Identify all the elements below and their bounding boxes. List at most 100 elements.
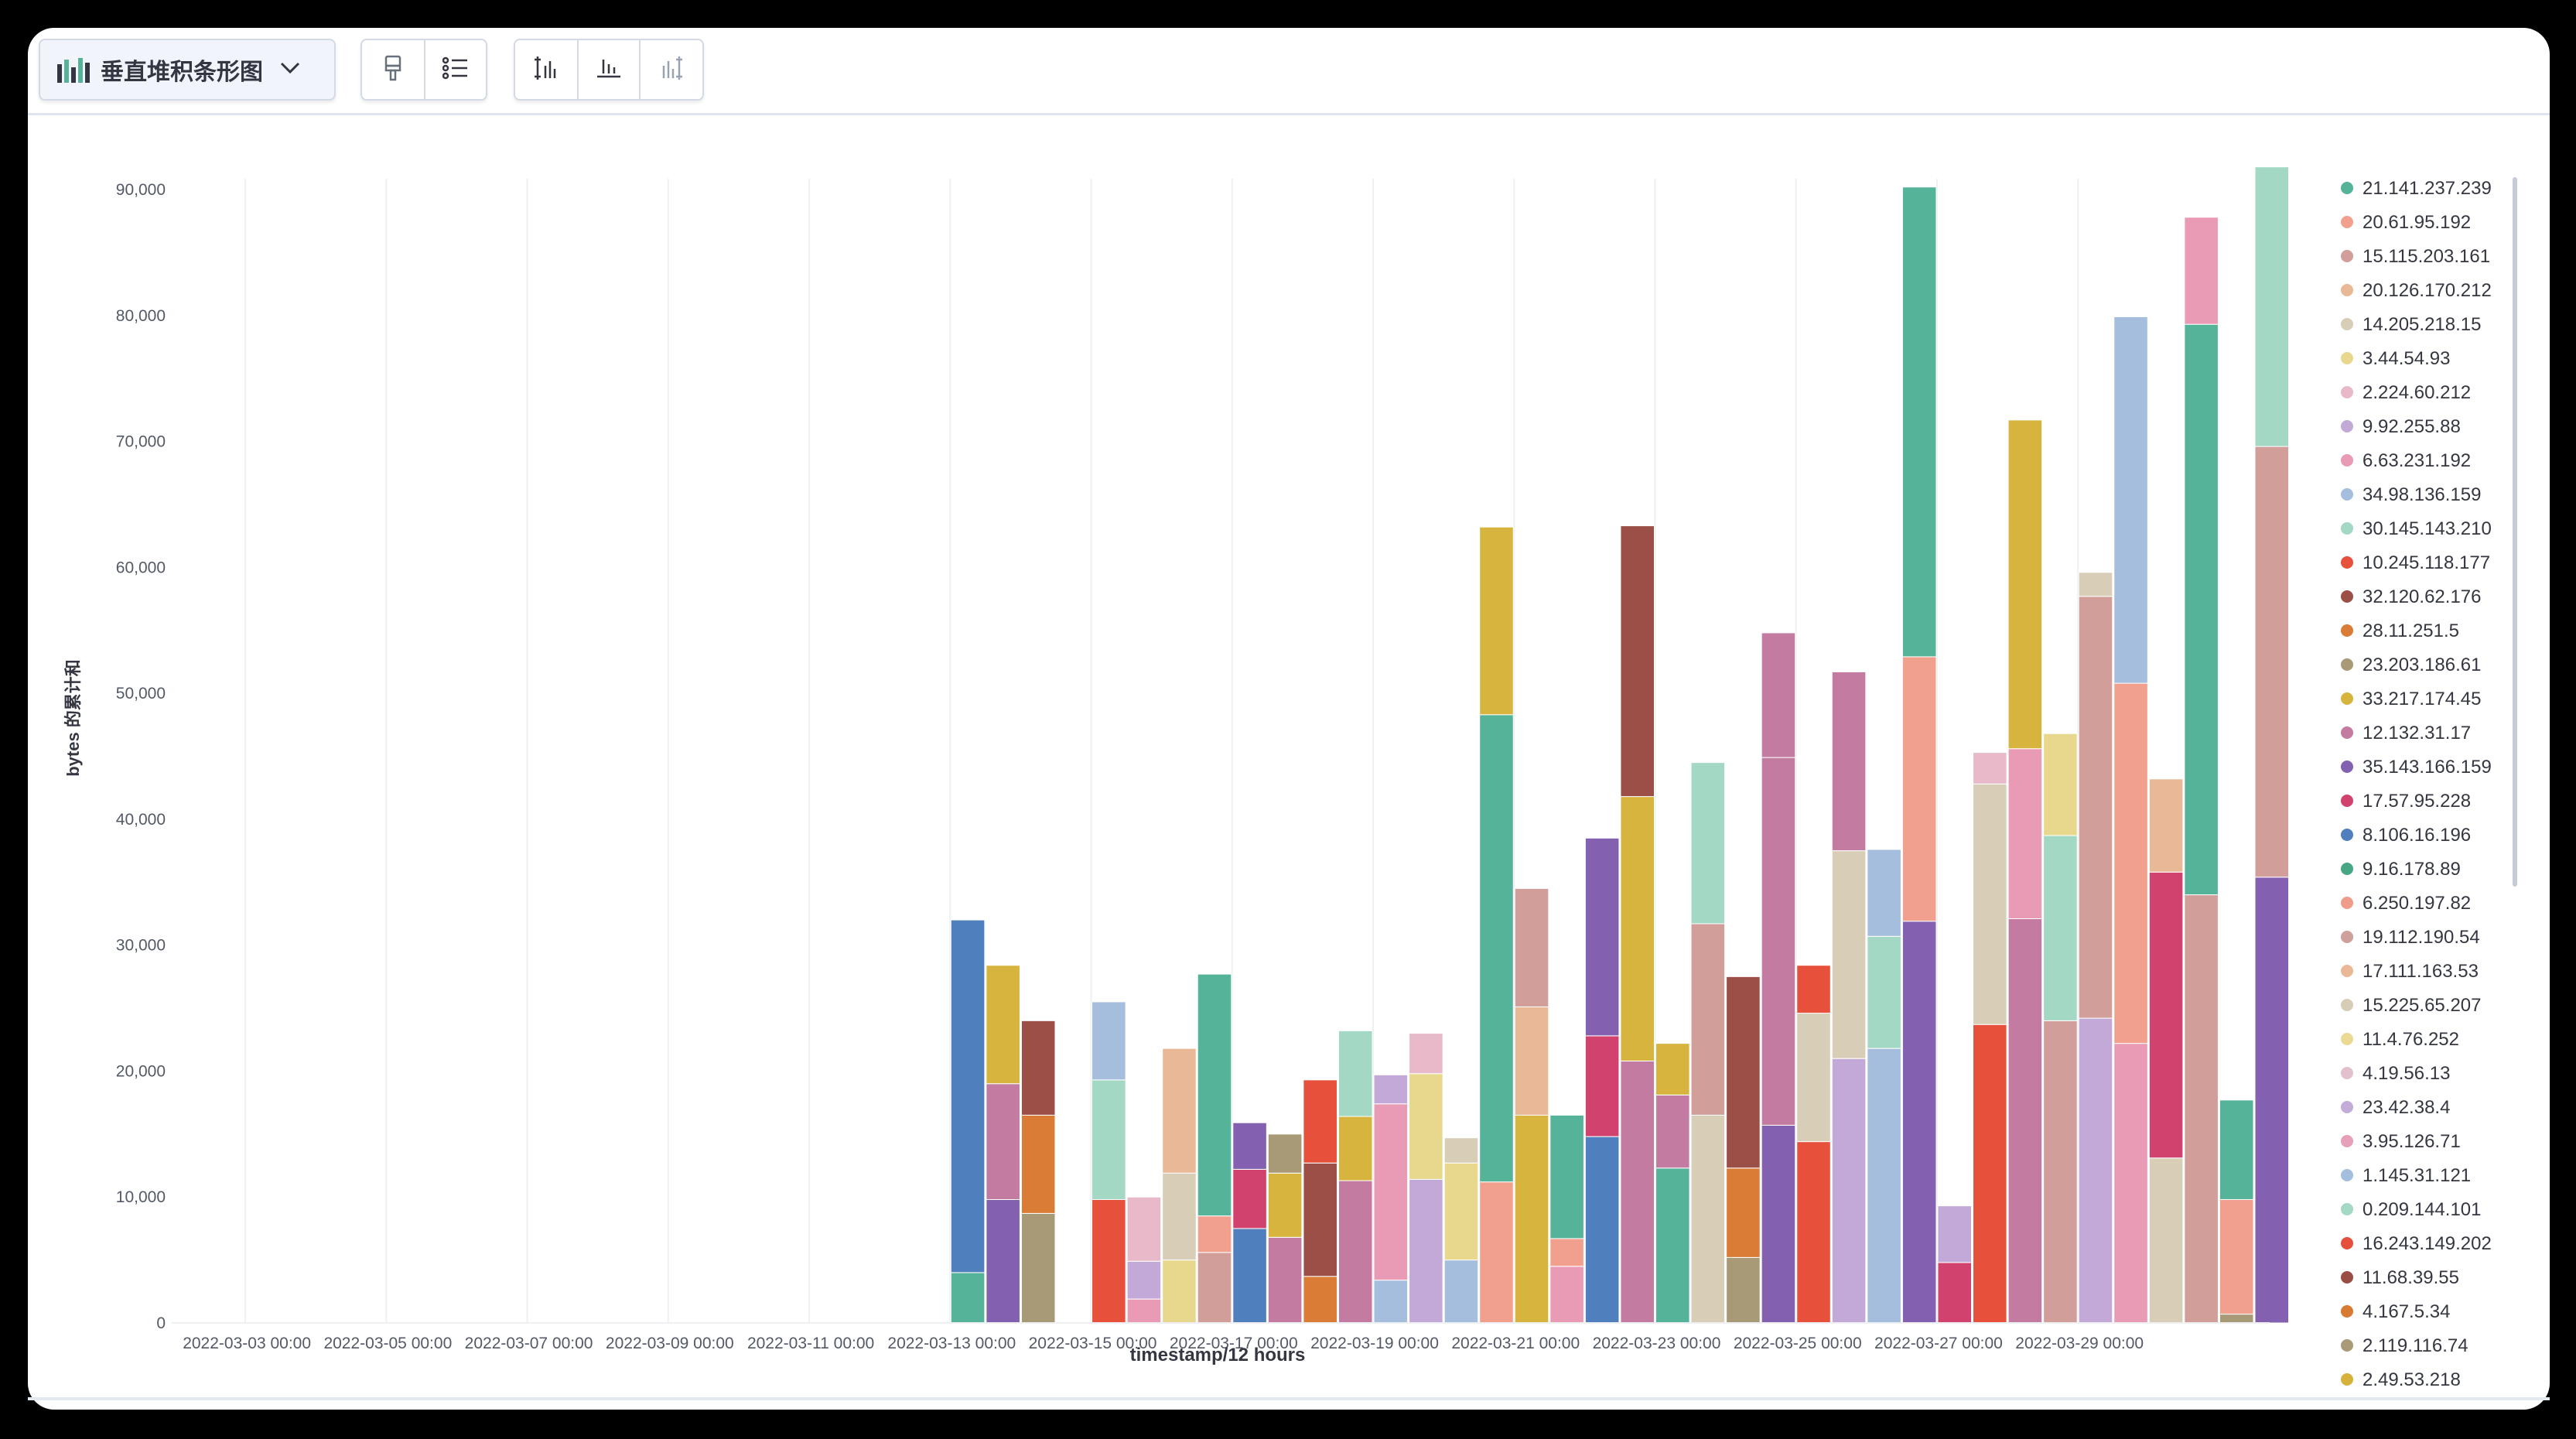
bar-segment[interactable]: [1373, 1103, 1409, 1281]
bar-segment[interactable]: [1409, 1073, 1443, 1180]
bar-segment[interactable]: [986, 1083, 1020, 1200]
bar-segment[interactable]: [950, 919, 986, 1273]
bar-segment[interactable]: [1443, 1162, 1479, 1261]
legend-item[interactable]: 33.217.174.45: [2341, 689, 2481, 709]
bar-segment[interactable]: [1867, 849, 1901, 937]
legend-scrollbar[interactable]: [2513, 177, 2517, 887]
bar-segment[interactable]: [2184, 217, 2219, 325]
bar-segment[interactable]: [2007, 918, 2043, 1324]
bar-segment[interactable]: [1796, 965, 1831, 1014]
bar-segment[interactable]: [1092, 1079, 1126, 1200]
bar-segment[interactable]: [2254, 446, 2290, 878]
bar-segment[interactable]: [1338, 1030, 1373, 1117]
bar-segment[interactable]: [1267, 1236, 1303, 1324]
legend-item[interactable]: 11.68.39.55: [2341, 1267, 2459, 1288]
bar-segment[interactable]: [1655, 1167, 1690, 1324]
bar-segment[interactable]: [1514, 1006, 1549, 1116]
legend-item[interactable]: 21.141.237.239: [2341, 178, 2492, 199]
bar-segment[interactable]: [2113, 1043, 2148, 1324]
bar-segment[interactable]: [1197, 1252, 1232, 1324]
legend-item[interactable]: 4.167.5.34: [2341, 1301, 2450, 1322]
bar-segment[interactable]: [1655, 1043, 1690, 1095]
legend-item[interactable]: 32.120.62.176: [2341, 586, 2481, 607]
bar-segment[interactable]: [1303, 1162, 1338, 1277]
bar-segment[interactable]: [1761, 632, 1796, 758]
bar-segment[interactable]: [1514, 887, 1549, 1007]
legend-item[interactable]: 20.61.95.192: [2341, 212, 2471, 233]
legend-item[interactable]: 11.4.76.252: [2341, 1029, 2459, 1050]
bar-segment[interactable]: [1831, 1058, 1867, 1324]
bar-segment[interactable]: [1479, 1181, 1514, 1324]
bar-segment[interactable]: [1690, 1114, 1726, 1324]
legend-item[interactable]: 3.95.126.71: [2341, 1131, 2461, 1152]
bar-segment[interactable]: [1303, 1276, 1338, 1324]
legend-item[interactable]: 20.126.170.212: [2341, 280, 2492, 301]
bar-segment[interactable]: [1584, 837, 1620, 1037]
legend-item[interactable]: 15.115.203.161: [2341, 246, 2490, 267]
legend-item[interactable]: 9.92.255.88: [2341, 416, 2461, 437]
bar-segment[interactable]: [2078, 596, 2113, 1019]
legend-item[interactable]: 34.98.136.159: [2341, 484, 2481, 505]
bar-segment[interactable]: [1690, 923, 1726, 1116]
bar-segment[interactable]: [1020, 1212, 1056, 1324]
legend-item[interactable]: 6.250.197.82: [2341, 893, 2471, 914]
bar-segment[interactable]: [1373, 1074, 1409, 1105]
bar-segment[interactable]: [1443, 1137, 1479, 1164]
bar-segment[interactable]: [1831, 850, 1867, 1059]
bar-segment[interactable]: [1726, 1256, 1761, 1324]
bar-segment[interactable]: [1409, 1033, 1443, 1075]
legend-item[interactable]: 1.145.31.121: [2341, 1165, 2471, 1186]
bar-segment[interactable]: [1831, 671, 1867, 852]
legend-item[interactable]: 6.63.231.192: [2341, 450, 2471, 471]
bar-segment[interactable]: [2007, 748, 2043, 919]
right-axis-button[interactable]: [639, 40, 701, 99]
legend-item[interactable]: 15.225.65.207: [2341, 995, 2481, 1016]
bar-segment[interactable]: [1126, 1196, 1162, 1262]
bar-segment[interactable]: [1020, 1020, 1056, 1116]
legend-item[interactable]: 12.132.31.17: [2341, 723, 2471, 743]
legend-item[interactable]: 17.111.163.53: [2341, 961, 2479, 982]
bar-segment[interactable]: [1901, 921, 1937, 1324]
bar-segment[interactable]: [1937, 1262, 1973, 1324]
bar-segment[interactable]: [1197, 1215, 1232, 1253]
bar-segment[interactable]: [1162, 1048, 1197, 1174]
legend-item[interactable]: 23.203.186.61: [2341, 655, 2481, 675]
bar-segment[interactable]: [1338, 1180, 1373, 1324]
legend-item[interactable]: 0.209.144.101: [2341, 1199, 2481, 1220]
bar-segment[interactable]: [1267, 1133, 1303, 1174]
bar-segment[interactable]: [1549, 1114, 1584, 1239]
bar-segment[interactable]: [1197, 973, 1232, 1217]
legend-item[interactable]: 35.143.166.159: [2341, 757, 2492, 778]
left-axis-button[interactable]: [515, 40, 577, 99]
bar-segment[interactable]: [2254, 166, 2290, 447]
bar-segment[interactable]: [1867, 935, 1901, 1049]
bar-segment[interactable]: [1162, 1172, 1197, 1261]
legend-item[interactable]: 2.49.53.218: [2341, 1369, 2461, 1390]
bar-segment[interactable]: [1092, 1001, 1126, 1081]
bar-segment[interactable]: [1796, 1013, 1831, 1143]
bar-segment[interactable]: [2043, 733, 2078, 836]
legend-item[interactable]: 17.57.95.228: [2341, 791, 2471, 812]
legend-item[interactable]: 16.243.149.202: [2341, 1233, 2492, 1254]
bar-segment[interactable]: [2184, 323, 2219, 896]
legend-item[interactable]: 2.119.116.74: [2341, 1335, 2468, 1356]
legend-item[interactable]: 4.19.56.13: [2341, 1063, 2450, 1084]
bar-segment[interactable]: [1479, 526, 1514, 716]
legend-button[interactable]: [424, 40, 486, 99]
bar-segment[interactable]: [1901, 186, 1937, 658]
style-button[interactable]: [362, 40, 424, 99]
bar-segment[interactable]: [1973, 752, 2007, 784]
bar-segment[interactable]: [1973, 783, 2007, 1025]
legend-item[interactable]: 10.245.118.177: [2341, 552, 2490, 573]
bar-segment[interactable]: [1232, 1122, 1267, 1170]
bar-segment[interactable]: [1267, 1172, 1303, 1238]
bar-segment[interactable]: [2043, 835, 2078, 1021]
bar-segment[interactable]: [1126, 1298, 1162, 1324]
bar-segment[interactable]: [1338, 1116, 1373, 1181]
bar-segment[interactable]: [1620, 525, 1655, 798]
bar-segment[interactable]: [1761, 757, 1796, 1126]
bar-segment[interactable]: [1584, 1136, 1620, 1324]
bar-segment[interactable]: [986, 965, 1020, 1085]
bar-segment[interactable]: [1937, 1205, 1973, 1263]
bar-segment[interactable]: [1761, 1124, 1796, 1324]
